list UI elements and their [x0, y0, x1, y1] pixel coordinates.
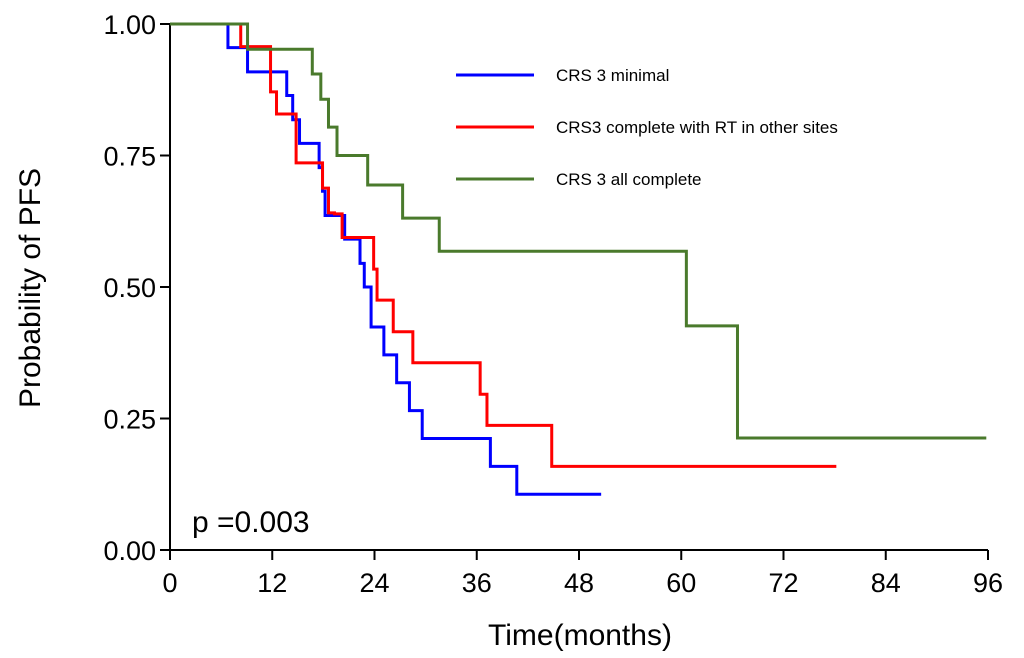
x-tick-label: 60	[666, 568, 696, 598]
survival-curves	[170, 22, 987, 496]
legend: CRS 3 minimal CRS3 complete with RT in ot…	[456, 66, 838, 189]
x-tick-label: 72	[768, 568, 798, 598]
series-line-3	[170, 22, 987, 440]
legend-label-1: CRS 3 minimal	[556, 66, 669, 85]
x-tick-label: 0	[162, 568, 177, 598]
x-tick-label: 96	[973, 568, 1003, 598]
y-tick-label: 0.25	[103, 405, 156, 435]
p-value-annotation: p =0.003	[192, 506, 310, 539]
y-tick-label: 0.75	[103, 142, 156, 172]
x-tick-label: 36	[462, 568, 492, 598]
x-tick-label: 12	[257, 568, 287, 598]
series-line-1	[170, 22, 602, 496]
x-tick-label: 84	[871, 568, 901, 598]
legend-label-2: CRS3 complete with RT in other sites	[556, 118, 838, 137]
x-axis: 0 12 24 36 48 60 72 84 96	[162, 549, 1003, 598]
series-line-2	[170, 22, 837, 468]
y-tick-label: 0.50	[103, 273, 156, 303]
legend-label-3: CRS 3 all complete	[556, 170, 702, 189]
x-axis-title: Time(months)	[488, 619, 672, 652]
y-tick-label: 0.00	[103, 536, 156, 566]
y-axis-title: Probability of PFS	[14, 168, 47, 408]
y-axis: 0.00 0.25 0.50 0.75 1.00	[103, 10, 171, 566]
x-tick-label: 48	[564, 568, 594, 598]
y-tick-label: 1.00	[103, 10, 156, 40]
x-tick-label: 24	[359, 568, 389, 598]
